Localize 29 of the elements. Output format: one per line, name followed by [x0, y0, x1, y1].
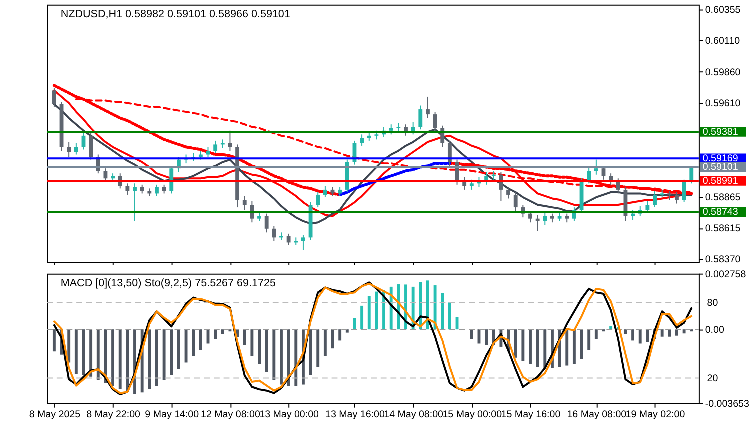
x-tick-label: 15 May 16:00	[501, 410, 562, 421]
y-tick-label: 0.00	[705, 325, 725, 336]
ref-line-label: 0.58743	[702, 207, 739, 218]
x-tick-label: 9 May 14:00	[145, 410, 200, 421]
x-tick-label: 13 May 00:00	[260, 410, 320, 421]
y-tick-label: 0.59860	[705, 67, 742, 78]
y-tick-label: 0.58370	[705, 254, 742, 266]
x-tick-label: 13 May 16:00	[326, 410, 386, 421]
x-tick-label: 14 May 08:00	[384, 410, 444, 421]
y-tick-label: -0.003653	[705, 398, 750, 410]
y2-tick-label: 80	[707, 298, 719, 310]
x-tick-label: 15 May 00:00	[442, 410, 503, 421]
x-tick-label: 19 May 02:00	[626, 410, 686, 421]
y-tick-label: 0.60355	[705, 5, 742, 16]
chart-title: NZDUSD,H1 0.58982 0.59101 0.58966 0.59101	[60, 8, 290, 21]
ref-line-label: 0.59101	[702, 162, 738, 174]
x-tick-label: 12 May 08:00	[201, 410, 261, 421]
y-tick-label: 0.58615	[705, 224, 742, 235]
y-tick-label: 0.58865	[705, 192, 742, 204]
x-tick-label: 16 May 08:00	[567, 410, 628, 421]
y2-tick-label: 20	[707, 374, 719, 385]
x-tick-label: 8 May 22:00	[86, 410, 142, 421]
x-tick-label: 8 May 2025	[29, 410, 82, 421]
chart-title: MACD [0](13,50) Sto(9,2,5) 75.5267 69.1725	[60, 278, 276, 290]
y-tick-label: 0.60110	[705, 36, 741, 47]
y-tick-label: 0.002758	[705, 269, 747, 280]
ref-line-label: 0.58991	[702, 176, 738, 187]
y-tick-label: 0.59610	[705, 98, 742, 110]
ref-line-label: 0.59381	[702, 126, 738, 138]
